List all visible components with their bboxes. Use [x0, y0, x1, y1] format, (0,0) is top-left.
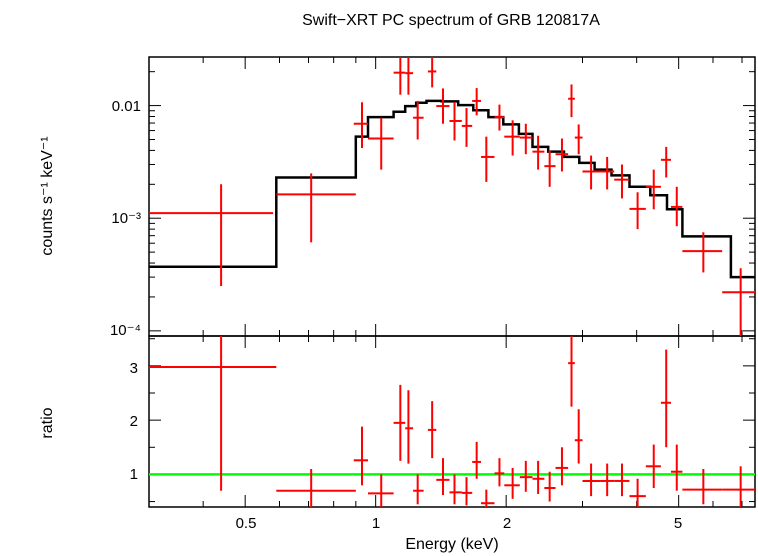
ratio-data-point: [600, 463, 615, 497]
spectrum-data-point: [413, 100, 424, 140]
y-tick-label-1e-3: 10⁻³: [111, 210, 141, 227]
ratio-data-point: [393, 384, 406, 461]
spectrum-data-point: [472, 88, 482, 116]
ratio-data-point: [670, 444, 683, 491]
spectrum-data-point: [722, 268, 755, 336]
spectrum-data-point: [353, 102, 368, 149]
spectrum-data-point: [276, 173, 356, 243]
ratio-data-point: [413, 474, 424, 505]
ratio-data-point: [544, 471, 556, 502]
ratio-tick-label-1: 1: [130, 466, 138, 483]
ratio-data-point: [149, 336, 277, 491]
ratio-data-point: [568, 336, 575, 407]
spectrum-data-point: [600, 156, 615, 190]
spectrum-data-point: [555, 138, 569, 172]
ratio-data-point: [519, 460, 533, 492]
ratio-data-point: [461, 477, 473, 506]
ratio-data-point: [427, 401, 437, 459]
x-axis-label: Energy (keV): [405, 536, 498, 553]
x-tick-label-5: 5: [674, 515, 682, 532]
spectrum-data-point: [504, 120, 520, 156]
ratio-data-point: [504, 467, 520, 499]
spectrum-data-point: [682, 232, 723, 273]
ratio-data-point: [660, 349, 671, 448]
x-tick-label-1: 1: [372, 515, 380, 532]
ratio-data-point: [353, 426, 368, 486]
spectrum-data-point: [670, 186, 683, 227]
x-tick-label-0.5: 0.5: [236, 515, 257, 532]
ratio-data-point: [276, 469, 356, 507]
model-step-line: [149, 99, 755, 279]
ratio-data-point: [472, 441, 482, 479]
spectrum-data-point: [645, 169, 661, 210]
spectrum-data-point: [568, 84, 575, 118]
spectrum-data-point: [461, 108, 473, 147]
ratio-data-point: [481, 489, 495, 507]
spectrum-data-point: [574, 124, 583, 155]
ratio-data-point: [614, 463, 630, 497]
spectrum-data-point: [629, 192, 646, 230]
ratio-data-point: [629, 478, 646, 507]
ratio-data-point: [574, 409, 583, 464]
ratio-data-point: [405, 390, 414, 464]
ratio-panel-frame: [148, 335, 756, 508]
ratio-y-axis-label: ratio: [39, 407, 56, 438]
ratio-data-point: [367, 474, 394, 507]
ratio-data-point: [494, 458, 505, 487]
y-tick-label-0.01: 0.01: [112, 98, 141, 115]
ratio-data-point: [449, 474, 462, 505]
x-tick-label-2: 2: [503, 515, 511, 532]
ratio-data-point: [682, 469, 723, 505]
spectrum-data-point: [405, 57, 414, 95]
ratio-data-point: [532, 460, 545, 494]
ratio-data-point: [436, 458, 450, 496]
ratio-data-point: [555, 447, 569, 486]
y-tick-label-1e-4: 10⁻⁴: [110, 322, 141, 339]
spectrum-data-point: [481, 136, 495, 182]
ratio-tick-label-3: 3: [130, 360, 138, 377]
spectrum-data-point: [532, 135, 545, 170]
spectrum-data-point: [427, 57, 437, 88]
spectrum-y-axis-label: counts s⁻¹ keV⁻¹: [39, 136, 56, 255]
ratio-data-point: [722, 466, 755, 507]
spectrum-panel-frame: [148, 56, 756, 337]
spectrum-data-point: [660, 146, 671, 178]
spectrum-data-point: [393, 57, 406, 95]
spectrum-data-point: [449, 101, 462, 141]
spectrum-data-point: [367, 117, 394, 170]
spectrum-data-point: [494, 104, 505, 131]
spectrum-data-point: [544, 150, 556, 187]
ratio-data-point: [645, 444, 661, 488]
spectrum-data-point: [149, 184, 274, 287]
spectrum-data-point: [614, 164, 630, 199]
plot-layer: [148, 56, 756, 508]
spectrum-data-point: [582, 155, 601, 190]
spectrum-data-point: [519, 123, 533, 155]
chart-title: Swift−XRT PC spectrum of GRB 120817A: [302, 12, 600, 29]
ratio-data-point: [582, 463, 601, 497]
spectrum-data-point: [436, 88, 450, 124]
ratio-tick-label-2: 2: [130, 413, 138, 430]
